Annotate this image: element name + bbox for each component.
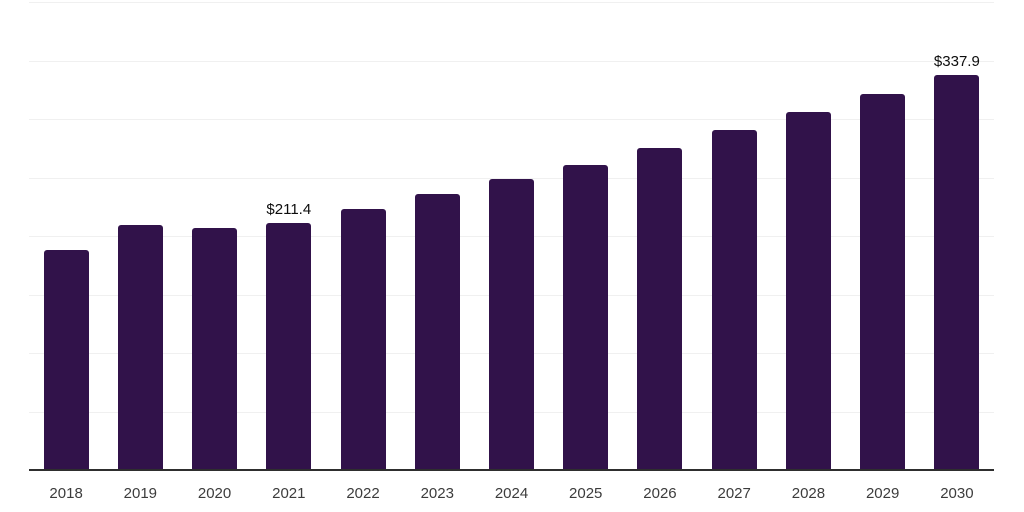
x-tick-label-2029: 2029 [865, 485, 900, 502]
gridline-350 [29, 60, 994, 62]
x-tick-label-2028: 2028 [791, 485, 826, 502]
x-tick-label-2022: 2022 [346, 485, 380, 502]
x-tick-label-2020: 2020 [197, 485, 232, 502]
x-tick-label-2030: 2030 [940, 485, 974, 502]
bar-2029 [860, 93, 906, 470]
x-tick-label-2025: 2025 [569, 485, 603, 502]
bar-2019 [117, 225, 163, 470]
bar-2025 [563, 164, 609, 470]
x-axis-line [29, 469, 994, 471]
bar-2018 [43, 250, 89, 470]
x-tick-label-2027: 2027 [717, 485, 751, 502]
gridline-250 [29, 177, 994, 179]
bar-2026 [637, 147, 683, 470]
gridline-400 [29, 2, 994, 3]
x-tick-label-2018: 2018 [49, 485, 83, 502]
gridline-300 [29, 119, 994, 120]
bar-2023 [414, 194, 460, 470]
bar-2027 [711, 130, 757, 470]
x-tick-label-2019: 2019 [123, 485, 158, 502]
data-label-2021: $211.4 [266, 200, 312, 218]
x-tick-label-2026: 2026 [643, 485, 677, 502]
bar-2030 [934, 74, 980, 470]
x-tick-label-2021: 2021 [272, 485, 306, 502]
data-label-2030: $337.9 [933, 52, 980, 70]
x-tick-label-2024: 2024 [494, 485, 529, 502]
x-tick-label-2023: 2023 [420, 485, 454, 502]
bar-2028 [785, 112, 831, 470]
bar-2022 [340, 208, 386, 470]
bar-2021 [266, 222, 312, 470]
bar-2024 [489, 178, 534, 470]
bar-2020 [192, 227, 238, 470]
